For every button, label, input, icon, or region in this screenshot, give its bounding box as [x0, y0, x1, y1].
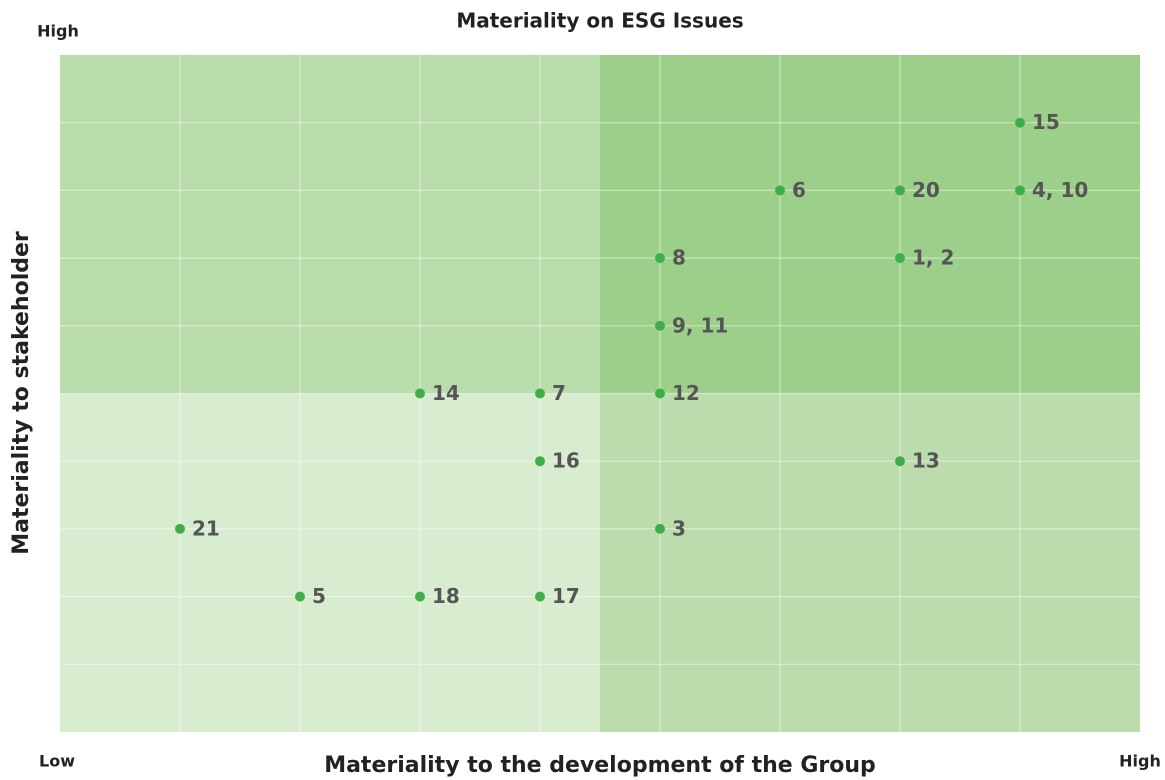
data-point — [535, 592, 545, 602]
data-point — [655, 321, 665, 331]
point-label: 13 — [912, 449, 940, 473]
quadrant — [600, 55, 1140, 394]
data-point — [295, 592, 305, 602]
data-point — [175, 524, 185, 534]
point-label: 17 — [552, 584, 580, 608]
point-label: 18 — [432, 584, 460, 608]
point-label: 6 — [792, 178, 806, 202]
x-axis-label: Materiality to the development of the Gr… — [324, 753, 876, 778]
point-label: 16 — [552, 449, 580, 473]
point-label: 9, 11 — [672, 313, 728, 337]
data-point — [535, 456, 545, 466]
chart-title: Materiality on ESG Issues — [456, 9, 743, 33]
data-point — [535, 389, 545, 399]
data-point — [895, 185, 905, 195]
point-label: 12 — [672, 381, 700, 405]
data-point — [1015, 118, 1025, 128]
quadrant — [600, 394, 1140, 733]
chart: Materiality on ESG Issues High Low High … — [0, 0, 1165, 780]
y-high-label: High — [37, 22, 79, 41]
point-label: 1, 2 — [912, 246, 954, 270]
point-label: 21 — [192, 516, 220, 540]
point-label: 20 — [912, 178, 940, 202]
point-label: 3 — [672, 516, 686, 540]
data-point — [655, 389, 665, 399]
data-point — [775, 185, 785, 195]
y-axis-label: Materiality to stakeholder — [9, 231, 34, 555]
quadrant — [60, 394, 600, 733]
x-low-label: Low — [39, 752, 75, 771]
point-label: 14 — [432, 381, 460, 405]
data-point — [895, 253, 905, 263]
point-label: 15 — [1032, 110, 1060, 134]
point-label: 7 — [552, 381, 566, 405]
data-point — [1015, 185, 1025, 195]
point-label: 5 — [312, 584, 326, 608]
quadrant — [60, 55, 600, 394]
data-point — [415, 389, 425, 399]
point-label: 8 — [672, 246, 686, 270]
data-point — [655, 524, 665, 534]
x-high-label: High — [1119, 752, 1161, 771]
data-point — [415, 592, 425, 602]
data-point — [655, 253, 665, 263]
point-label: 4, 10 — [1032, 178, 1088, 202]
data-point — [895, 456, 905, 466]
